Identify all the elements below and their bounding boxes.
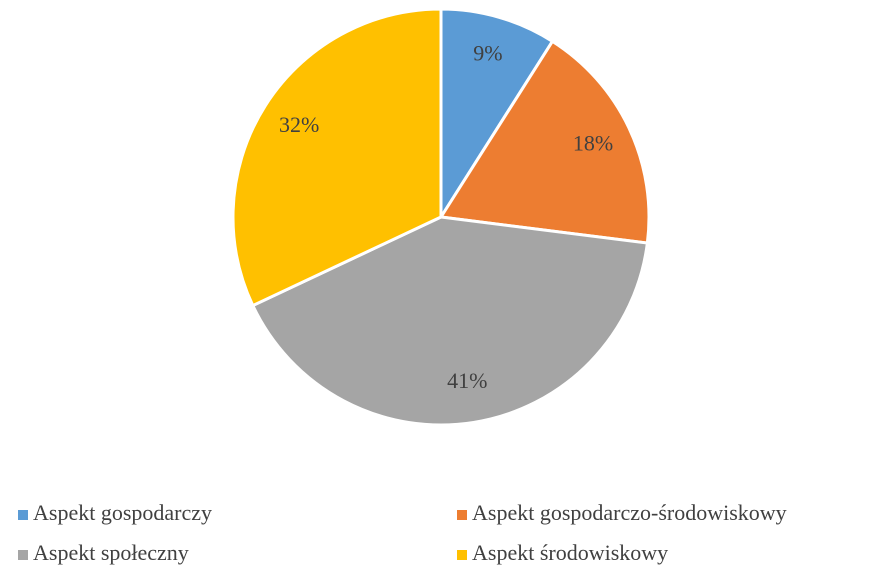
legend-swatch (457, 550, 467, 560)
pie-slice (438, 39, 651, 245)
pie-slice (231, 7, 443, 308)
data-label: 18% (573, 131, 613, 156)
legend-label: Aspekt gospodarczy (33, 500, 212, 525)
legend-label: Aspekt środowiskowy (472, 540, 668, 565)
data-label: 9% (473, 41, 502, 66)
legend-label: Aspekt społeczny (33, 540, 189, 565)
legend-swatch (18, 510, 28, 520)
legend-label: Aspekt gospodarczo-środowiskowy (472, 500, 787, 525)
data-label: 41% (447, 368, 487, 393)
pie-slice (250, 215, 650, 427)
pie-slice (439, 7, 555, 223)
data-label: 32% (279, 112, 319, 137)
legend-swatch (18, 550, 28, 560)
legend-swatch (457, 510, 467, 520)
